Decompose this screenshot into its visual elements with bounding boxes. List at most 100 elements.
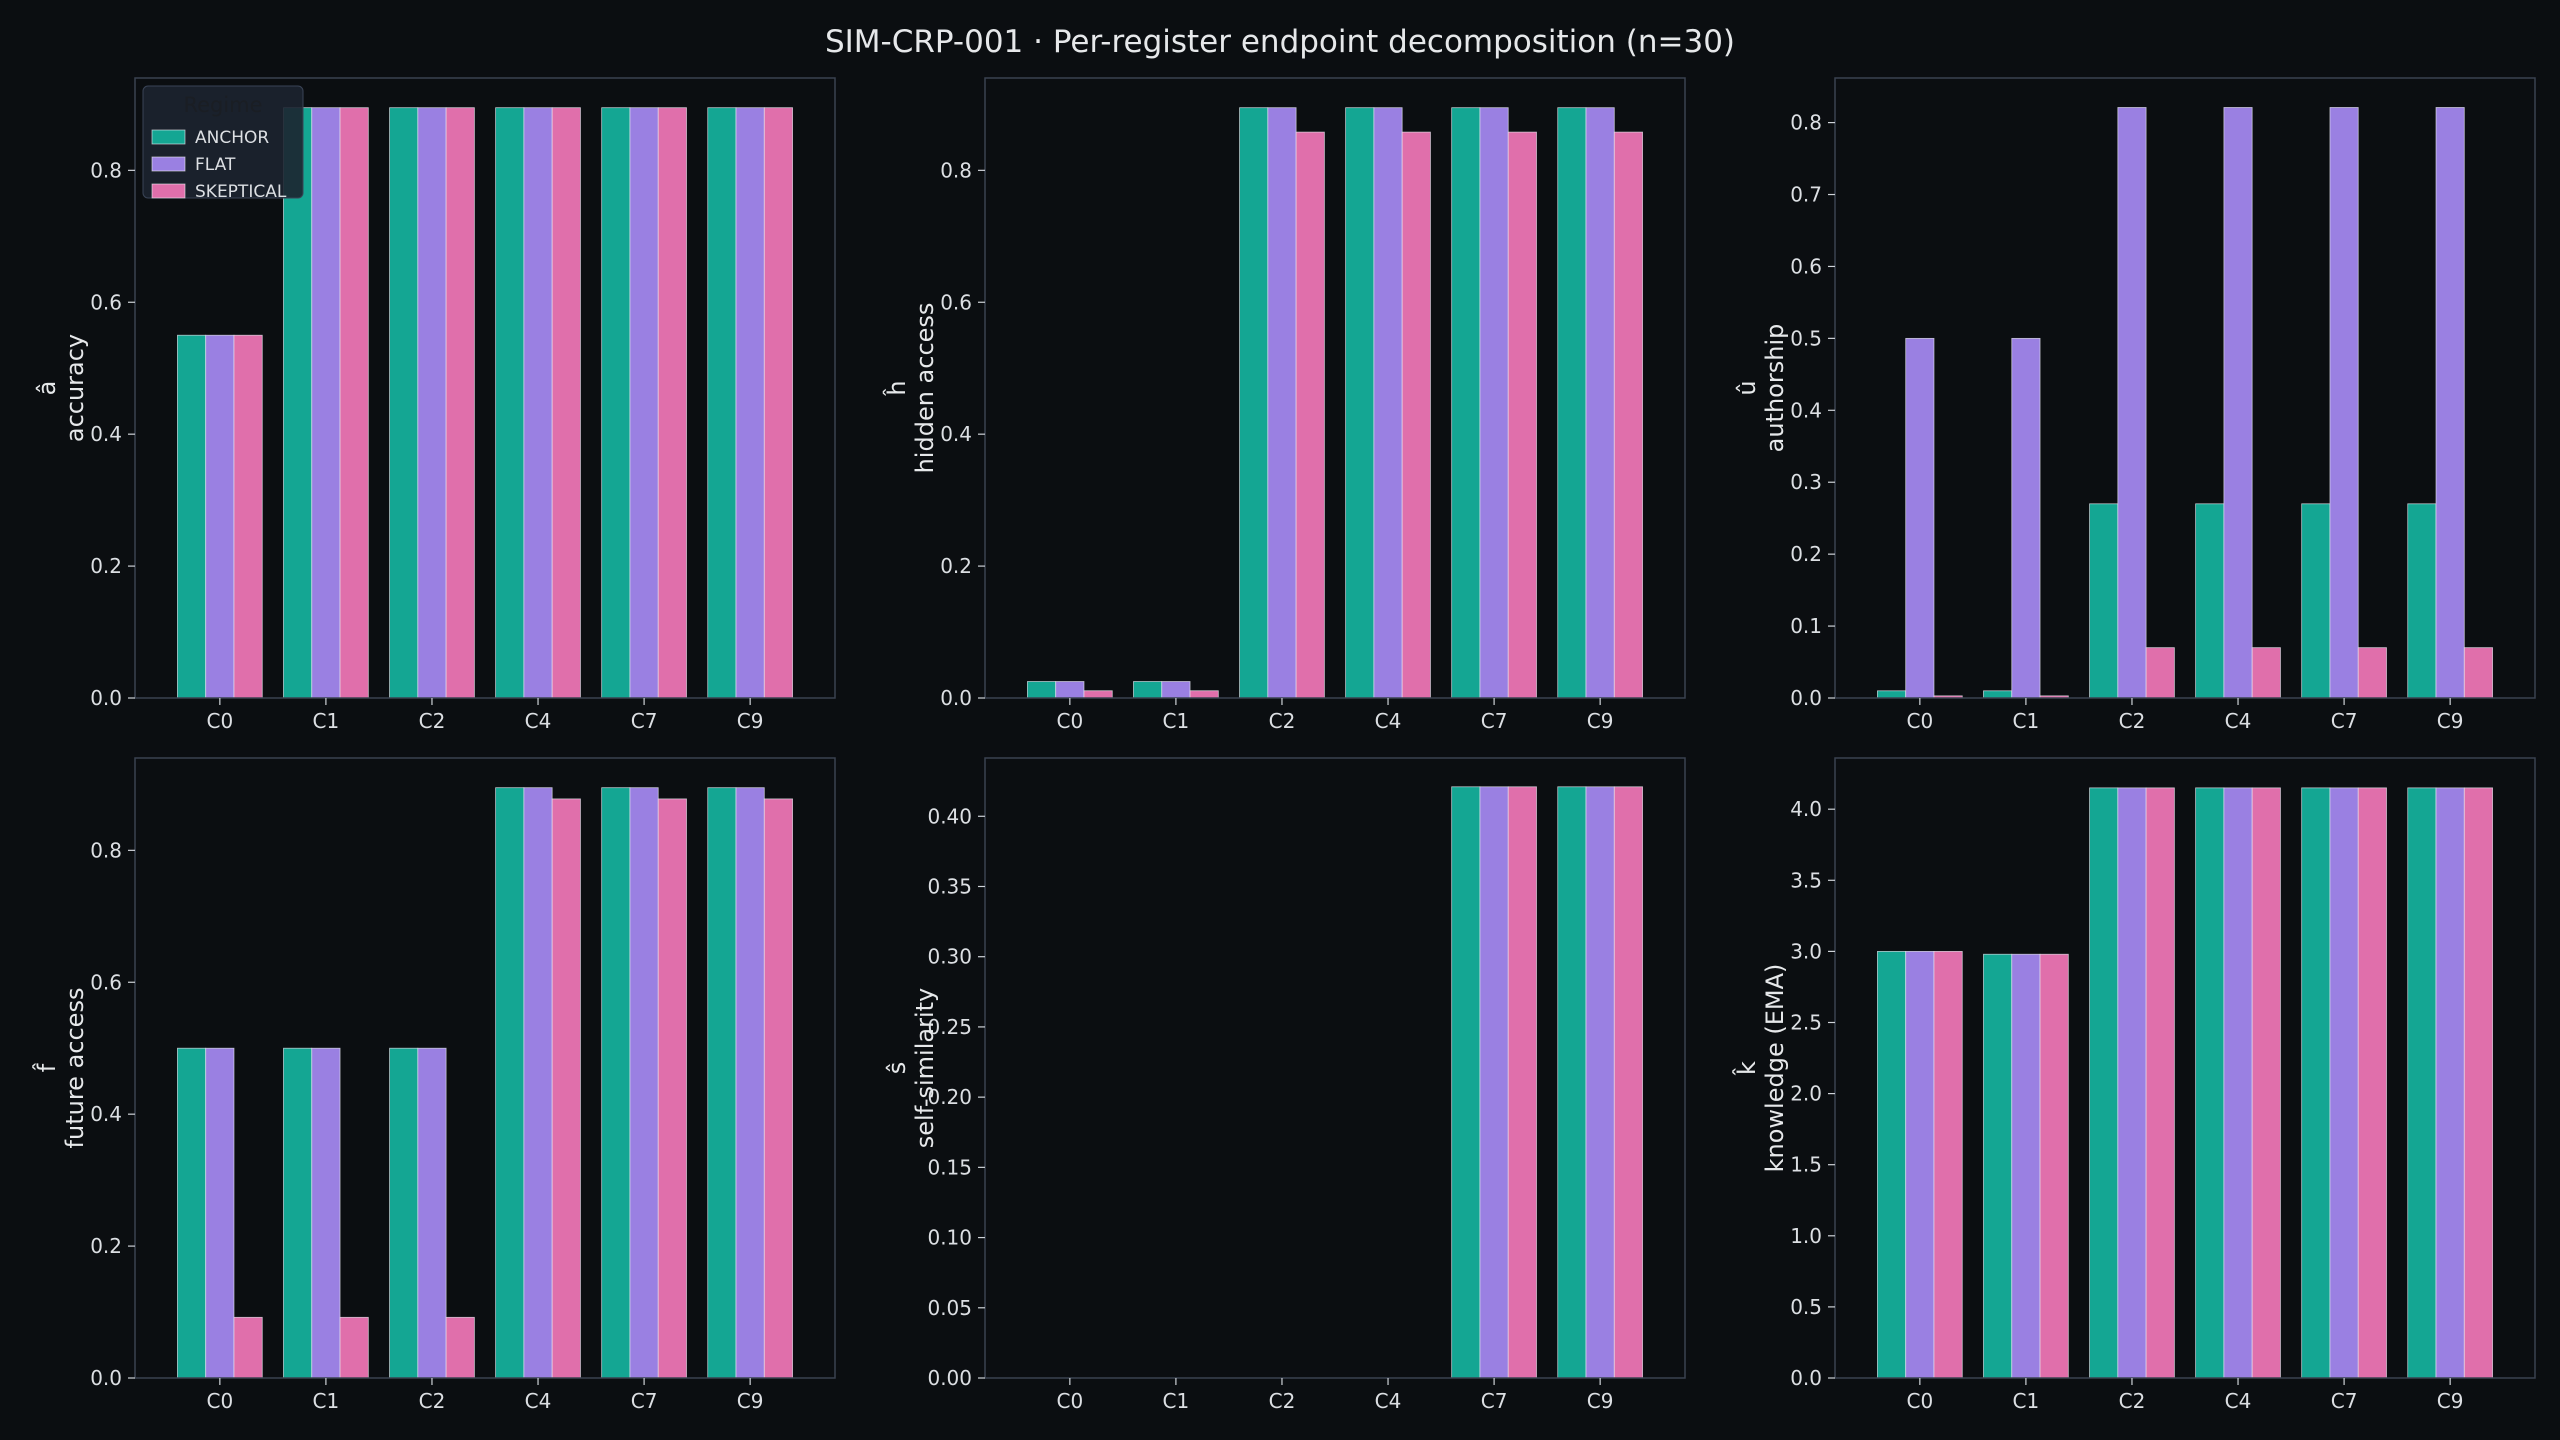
bar-flat-c2 <box>417 107 447 699</box>
y-tick-label: 0.2 <box>90 1234 122 1258</box>
bar-anchor-c7 <box>1451 786 1481 1379</box>
bar-anchor-c7 <box>601 787 631 1379</box>
y-tick-label: 0.4 <box>90 422 122 446</box>
y-tick-label: 0.05 <box>927 1296 972 1320</box>
x-tick-label: C1 <box>1163 1389 1190 1413</box>
legend-swatch-flat <box>151 156 186 172</box>
bar-anchor-c0 <box>177 334 207 699</box>
x-tick-label: C0 <box>1906 709 1933 733</box>
y-axis-name: self-similarity <box>911 988 939 1148</box>
y-tick-label: 0.15 <box>927 1155 972 1179</box>
bar-skeptical-c0 <box>233 334 263 699</box>
legend-label-flat: FLAT <box>195 155 236 175</box>
bar-skeptical-c1 <box>2039 953 2069 1379</box>
bar-anchor-c0 <box>1877 690 1907 699</box>
x-tick-label: C7 <box>631 709 658 733</box>
bar-anchor-c0 <box>1027 681 1057 699</box>
x-tick-label: C9 <box>2437 709 2464 733</box>
bar-flat-c7 <box>629 107 659 699</box>
bar-anchor-c9 <box>1557 786 1587 1379</box>
bar-skeptical-c9 <box>1613 131 1643 699</box>
bar-anchor-c4 <box>1345 107 1375 699</box>
bar-anchor-c4 <box>495 107 525 699</box>
y-axis-symbol: û <box>1733 380 1761 395</box>
x-ticks: C0 C1 C2 C4 C7 C9 <box>1056 698 1614 733</box>
bar-anchor-c2 <box>1239 107 1269 699</box>
bar-flat-c0 <box>1055 681 1085 699</box>
bar-flat-c4 <box>523 787 553 1379</box>
y-tick-label: 0.2 <box>940 554 972 578</box>
y-tick-label: 0.5 <box>1790 1295 1822 1319</box>
bar-anchor-c7 <box>2301 787 2331 1379</box>
bar-flat-c9 <box>1585 786 1615 1379</box>
y-tick-label: 0.8 <box>1790 111 1822 135</box>
x-ticks: C0 C1 C2 C4 C7 C9 <box>1906 1378 2464 1413</box>
x-tick-label: C7 <box>1481 709 1508 733</box>
y-tick-label: 2.5 <box>1790 1010 1822 1034</box>
bar-anchor-c0 <box>177 1047 207 1379</box>
bar-anchor-c9 <box>2407 503 2437 699</box>
bar-anchor-c9 <box>707 107 737 699</box>
y-tick-label: 0.6 <box>90 290 122 314</box>
y-tick-label: 2.0 <box>1790 1082 1822 1106</box>
bar-anchor-c9 <box>707 787 737 1379</box>
bar-skeptical-c9 <box>763 107 793 699</box>
y-axis-symbol: f̂ <box>33 1063 61 1073</box>
x-tick-label: C4 <box>2225 1389 2252 1413</box>
axes-frame <box>134 757 836 1379</box>
bar-anchor-c4 <box>2195 503 2225 699</box>
y-tick-label: 0.8 <box>90 158 122 182</box>
bar-skeptical-c7 <box>1507 786 1537 1379</box>
y-tick-label: 0.6 <box>1790 254 1822 278</box>
y-tick-label: 0.4 <box>90 1102 122 1126</box>
x-tick-label: C2 <box>2119 1389 2146 1413</box>
bar-anchor-c2 <box>2089 503 2119 699</box>
chart-panels: 0.0 0.2 0.4 0.6 0.8 C0 C1 C2 C4 C7 C9 âaccuracy Regi… <box>33 77 2536 1413</box>
y-tick-label: 0.8 <box>90 838 122 862</box>
bar-flat-c4 <box>2223 107 2253 699</box>
bar-skeptical-c9 <box>2463 787 2493 1379</box>
bar-skeptical-c9 <box>1613 786 1643 1379</box>
bar-flat-c9 <box>1585 107 1615 699</box>
y-tick-label: 0.0 <box>1790 686 1822 710</box>
x-tick-label: C0 <box>1056 709 1083 733</box>
x-tick-label: C1 <box>2013 1389 2040 1413</box>
x-tick-label: C1 <box>1163 709 1190 733</box>
x-ticks: C0 C1 C2 C4 C7 C9 <box>206 698 764 733</box>
bar-skeptical-c0 <box>1933 950 1963 1379</box>
bar-flat-c7 <box>629 787 659 1379</box>
chart-panel-2: 0.0 0.2 0.4 0.6 0.8 C0 C1 C2 C4 C7 C9 ĥhidden acces… <box>882 77 1686 733</box>
bar-anchor-c2 <box>389 1047 419 1379</box>
y-tick-label: 0.6 <box>90 970 122 994</box>
bar-skeptical-c7 <box>2357 787 2387 1379</box>
bar-skeptical-c7 <box>2357 647 2387 699</box>
bar-skeptical-c2 <box>445 1316 475 1379</box>
y-tick-label: 0.00 <box>927 1366 972 1390</box>
bar-flat-c4 <box>1373 107 1403 699</box>
bar-flat-c1 <box>311 1047 341 1379</box>
y-tick-label: 0.25 <box>927 1015 972 1039</box>
y-axis-label: f̂future access <box>33 988 89 1149</box>
bar-anchor-c1 <box>1133 681 1163 699</box>
bar-flat-c0 <box>1905 337 1935 699</box>
bar-flat-c9 <box>735 787 765 1379</box>
x-tick-label: C7 <box>1481 1389 1508 1413</box>
bar-anchor-c4 <box>2195 787 2225 1379</box>
bar-flat-c1 <box>311 107 341 699</box>
bar-flat-c2 <box>1267 107 1297 699</box>
bar-anchor-c1 <box>1983 953 2013 1379</box>
y-axis-name: future access <box>61 988 89 1149</box>
axes-frame <box>984 77 1686 699</box>
bar-anchor-c7 <box>1451 107 1481 699</box>
y-axis-symbol: ŝ <box>883 1062 911 1075</box>
y-tick-label: 0.0 <box>90 1366 122 1390</box>
axes-frame <box>1834 757 2536 1379</box>
y-tick-label: 0.40 <box>927 804 972 828</box>
x-tick-label: C2 <box>419 1389 446 1413</box>
legend-swatch-skeptical <box>151 183 186 199</box>
y-axis-label: âaccuracy <box>33 334 89 442</box>
y-axis-name: authorship <box>1761 324 1789 453</box>
bar-flat-c7 <box>2329 107 2359 699</box>
legend-label-skeptical: SKEPTICAL <box>195 182 287 202</box>
axes-frame <box>984 757 1686 1379</box>
